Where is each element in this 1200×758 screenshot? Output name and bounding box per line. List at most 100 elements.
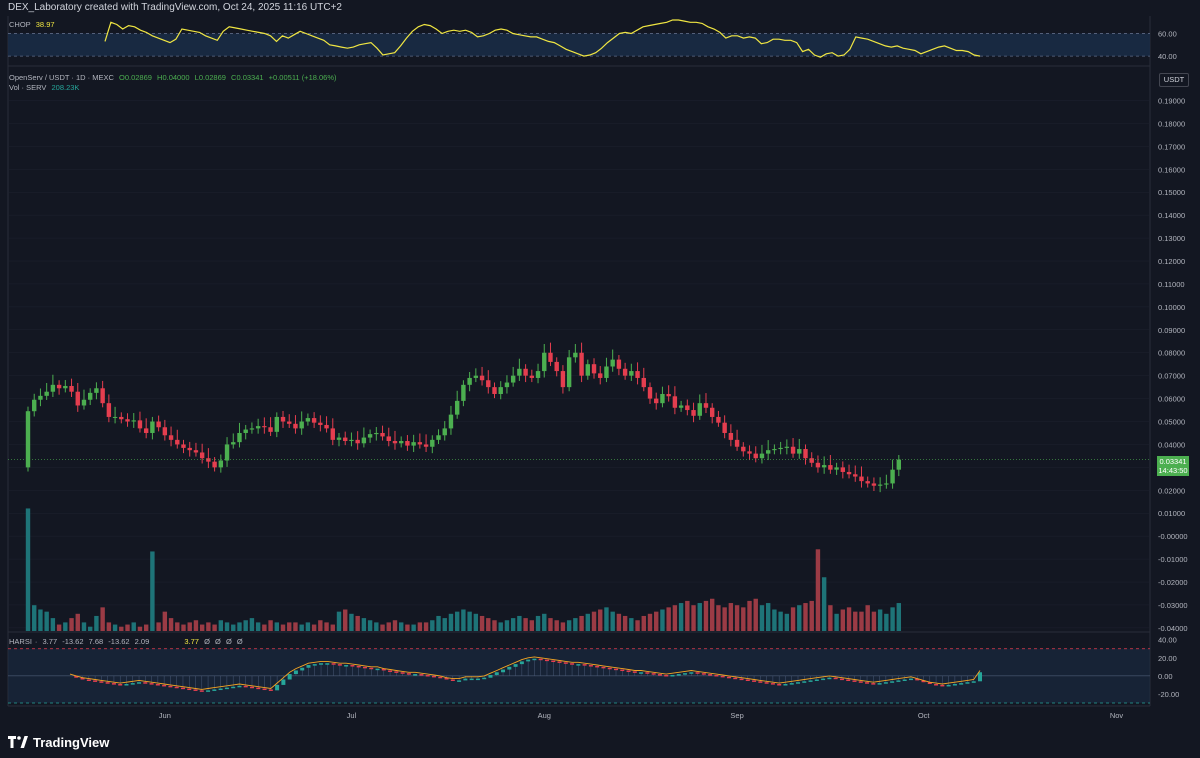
chop-label: CHOP: [9, 20, 31, 29]
harsi-candle: [620, 669, 625, 672]
harsi-candle: [526, 659, 531, 662]
candle-body: [504, 382, 510, 388]
harsi-candle: [281, 679, 286, 685]
candle-body: [380, 432, 385, 437]
volume-bar: [100, 607, 105, 631]
candle-body: [324, 424, 329, 429]
harsi-candle: [180, 687, 185, 690]
candle-body: [274, 416, 279, 432]
harsi-candle: [827, 677, 832, 680]
volume-bar: [573, 618, 578, 631]
candle-body: [293, 423, 298, 429]
harsi-candle: [752, 680, 757, 682]
harsi-candle: [494, 672, 499, 675]
harsi-candle: [557, 661, 562, 663]
candle-body: [622, 368, 628, 376]
price-axis-tick: 0.10000: [1158, 303, 1185, 312]
harsi-candle: [959, 683, 964, 685]
harsi-candle: [243, 685, 248, 688]
harsi-candle: [544, 659, 549, 662]
volume-bar: [566, 620, 572, 631]
candle-body: [119, 416, 124, 420]
volume-bar: [585, 613, 590, 631]
harsi-candle: [137, 682, 142, 684]
harsi-candle: [770, 683, 775, 685]
volume-bar: [137, 626, 143, 631]
harsi-candle: [432, 675, 436, 678]
tradingview-logo-text: TradingView: [33, 734, 110, 750]
price-axis-tick: 0.16000: [1158, 165, 1185, 174]
volume-bar: [691, 605, 696, 631]
harsi-candle: [337, 664, 342, 666]
candle-body: [840, 467, 846, 472]
harsi-candle: [595, 665, 600, 668]
volume-bar: [243, 620, 248, 631]
price-axis-tick: 0.02000: [1158, 486, 1185, 495]
candle-body: [150, 421, 155, 433]
candle-body: [50, 384, 56, 392]
candle-body: [535, 371, 541, 378]
candle-body: [573, 352, 578, 358]
harsi-candle: [934, 684, 939, 686]
candle-body: [168, 435, 174, 440]
harsi-candle: [93, 680, 98, 682]
harsi-candle: [199, 690, 204, 692]
volume-bar: [199, 624, 205, 631]
harsi-candle: [570, 663, 575, 665]
candle-body: [492, 387, 497, 395]
candle-body: [69, 385, 74, 392]
harsi-dot-3: Ø: [225, 637, 232, 646]
harsi-candle: [469, 678, 474, 681]
volume-bar: [890, 607, 895, 631]
volume-bar: [318, 620, 323, 631]
harsi-candle: [664, 674, 669, 677]
candle-body: [815, 462, 821, 468]
harsi-candle: [250, 686, 254, 689]
volume-bar: [635, 620, 640, 631]
candle-body: [32, 399, 37, 412]
harsi-candle: [745, 679, 750, 681]
currency-selector[interactable]: USDT: [1159, 73, 1189, 87]
tradingview-logo-icon: [8, 736, 28, 748]
chart-canvas[interactable]: 60.00 40.00 0.19000 0.18000 0.17000 0.16000 0.…: [0, 0, 1200, 725]
price-axis-tick: 0.11000: [1158, 280, 1185, 289]
candle-body: [361, 437, 367, 444]
harsi-candle: [927, 682, 932, 685]
volume-bar: [293, 622, 298, 631]
volume-bar: [678, 603, 684, 631]
volume-bar: [610, 611, 615, 631]
harsi-candle: [676, 674, 681, 676]
volume-bar: [790, 607, 796, 631]
last-price-value: 0.03341: [1159, 456, 1187, 466]
volume-bar: [399, 622, 404, 631]
harsi-candle: [902, 679, 907, 681]
volume-bar: [840, 609, 846, 631]
volume-bar: [504, 620, 510, 631]
volume-bar: [697, 603, 702, 631]
candle-body: [94, 388, 99, 393]
harsi-candle: [701, 673, 706, 675]
harsi-candle: [839, 678, 844, 681]
volume-bar: [765, 603, 771, 631]
volume-legend: Vol · SERV 208.23K: [9, 83, 82, 93]
volume-bar: [815, 549, 821, 631]
harsi-candle: [312, 664, 317, 666]
volume-bar: [654, 611, 659, 631]
harsi-candle: [978, 672, 982, 682]
harsi-candle: [871, 683, 876, 685]
harsi-candle: [262, 688, 267, 691]
harsi-candle: [463, 678, 468, 681]
symbol-label: OpenServ / USDT · 1D · MEXC: [9, 73, 114, 82]
candle-body: [647, 387, 653, 399]
volume-bar: [716, 605, 721, 631]
harsi-candle: [319, 663, 324, 665]
volume-bar: [853, 611, 858, 631]
candle-body: [697, 403, 702, 416]
harsi-candle: [375, 668, 380, 671]
harsi-candle: [344, 665, 349, 667]
volume-bar: [218, 620, 224, 631]
harsi-candle: [695, 672, 700, 674]
harsi-candle: [218, 688, 223, 691]
candle-body: [660, 394, 665, 404]
tradingview-logo[interactable]: TradingView: [8, 734, 109, 750]
